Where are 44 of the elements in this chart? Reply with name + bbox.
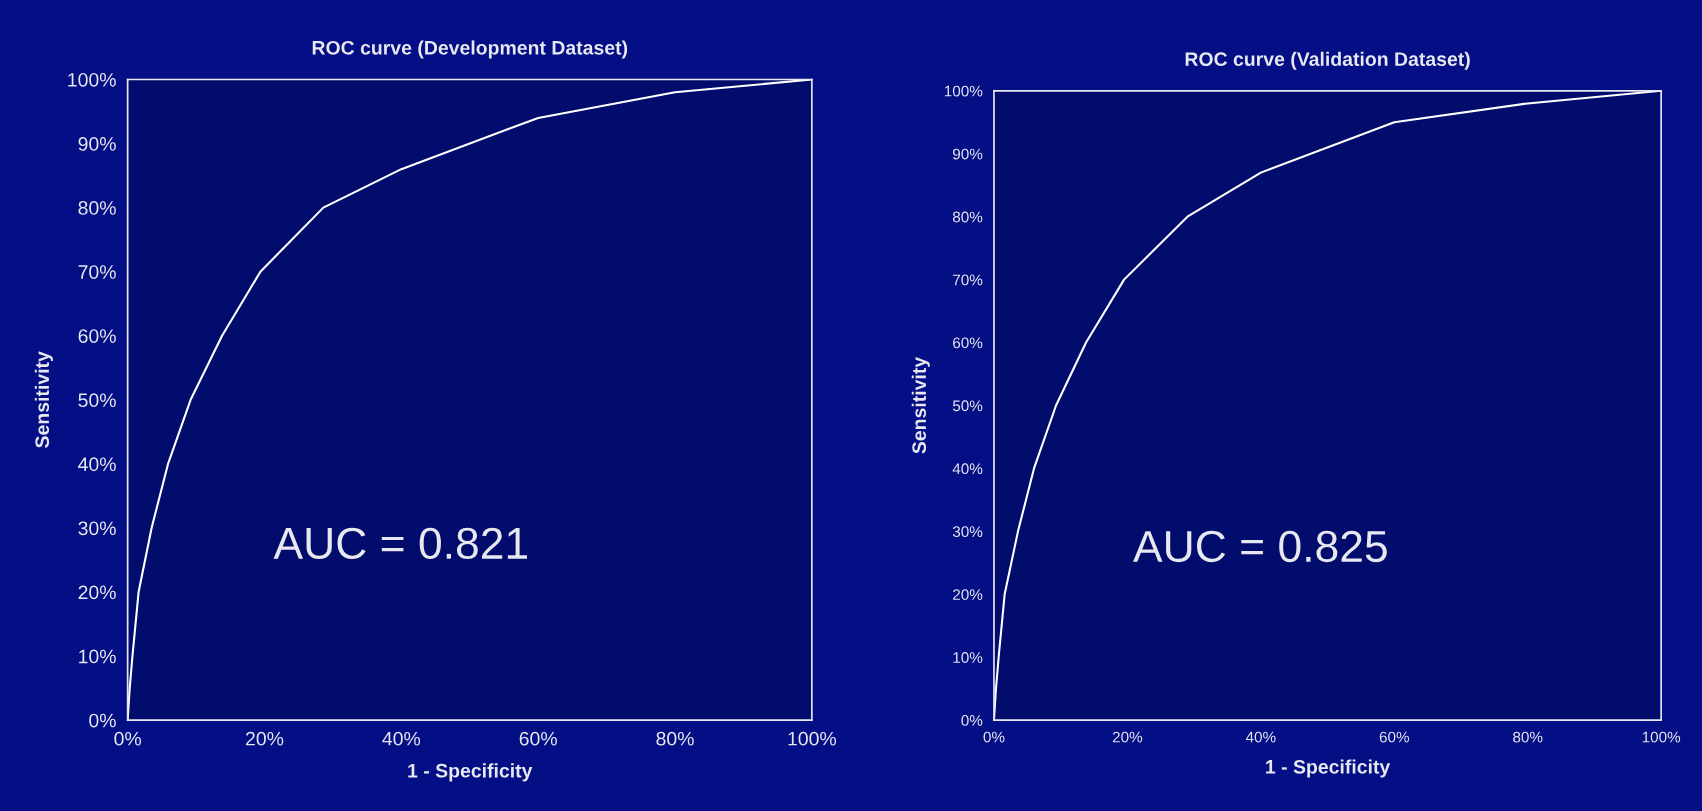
- x-tick-label: 60%: [519, 731, 557, 746]
- y-tick-label: 80%: [78, 201, 116, 215]
- y-tick-label: 60%: [953, 337, 983, 349]
- x-tick-label: 0%: [114, 731, 142, 746]
- y-tick-label: 40%: [78, 457, 116, 472]
- line-series: [993, 90, 1662, 721]
- x-axis-title: 1 - Specificity: [1266, 759, 1391, 778]
- x-axis-title: 1 - Specificity: [408, 763, 533, 782]
- y-tick-label: 10%: [953, 652, 983, 663]
- y-tick-label: 90%: [953, 148, 983, 160]
- line-series: [127, 79, 812, 721]
- x-tick-label: 40%: [1245, 731, 1276, 743]
- x-tick-label: 100%: [788, 731, 837, 746]
- y-tick-label: 30%: [78, 521, 116, 536]
- x-tick-label: 80%: [1513, 731, 1543, 743]
- y-tick-label: 60%: [78, 329, 116, 343]
- y-tick-label: 50%: [952, 400, 983, 412]
- y-tick-label: 10%: [79, 649, 116, 664]
- y-tick-label: 70%: [953, 274, 983, 286]
- y-axis-title: Sensitivity: [34, 351, 53, 448]
- x-tick-label: 40%: [382, 731, 421, 746]
- y-tick-label: 100%: [68, 72, 116, 87]
- x-tick-label: 0%: [983, 731, 1005, 743]
- y-tick-label: 0%: [89, 713, 116, 728]
- chart-title: ROC curve (Validation Dataset): [1185, 51, 1470, 70]
- annotation: AUC = 0.825: [1133, 530, 1387, 563]
- y-tick-label: 0%: [961, 715, 983, 726]
- y-tick-label: 90%: [78, 137, 116, 151]
- y-tick-label: 70%: [78, 265, 116, 279]
- x-tick-label: 20%: [1112, 731, 1143, 743]
- x-tick-label: 60%: [1379, 731, 1410, 743]
- y-tick-label: 100%: [944, 85, 983, 97]
- y-tick-label: 40%: [952, 463, 983, 475]
- y-axis-title: Sensitivity: [911, 356, 930, 454]
- y-tick-label: 30%: [952, 526, 983, 538]
- x-tick-label: 20%: [246, 731, 284, 746]
- x-tick-label: 100%: [1642, 731, 1681, 743]
- y-tick-label: 20%: [78, 585, 116, 600]
- x-tick-label: 80%: [656, 731, 694, 746]
- chart-title: ROC curve (Development Dataset): [312, 40, 628, 59]
- annotation: AUC = 0.821: [273, 527, 528, 560]
- y-tick-label: 50%: [78, 393, 116, 408]
- y-tick-label: 20%: [953, 589, 983, 600]
- y-tick-label: 80%: [952, 211, 983, 223]
